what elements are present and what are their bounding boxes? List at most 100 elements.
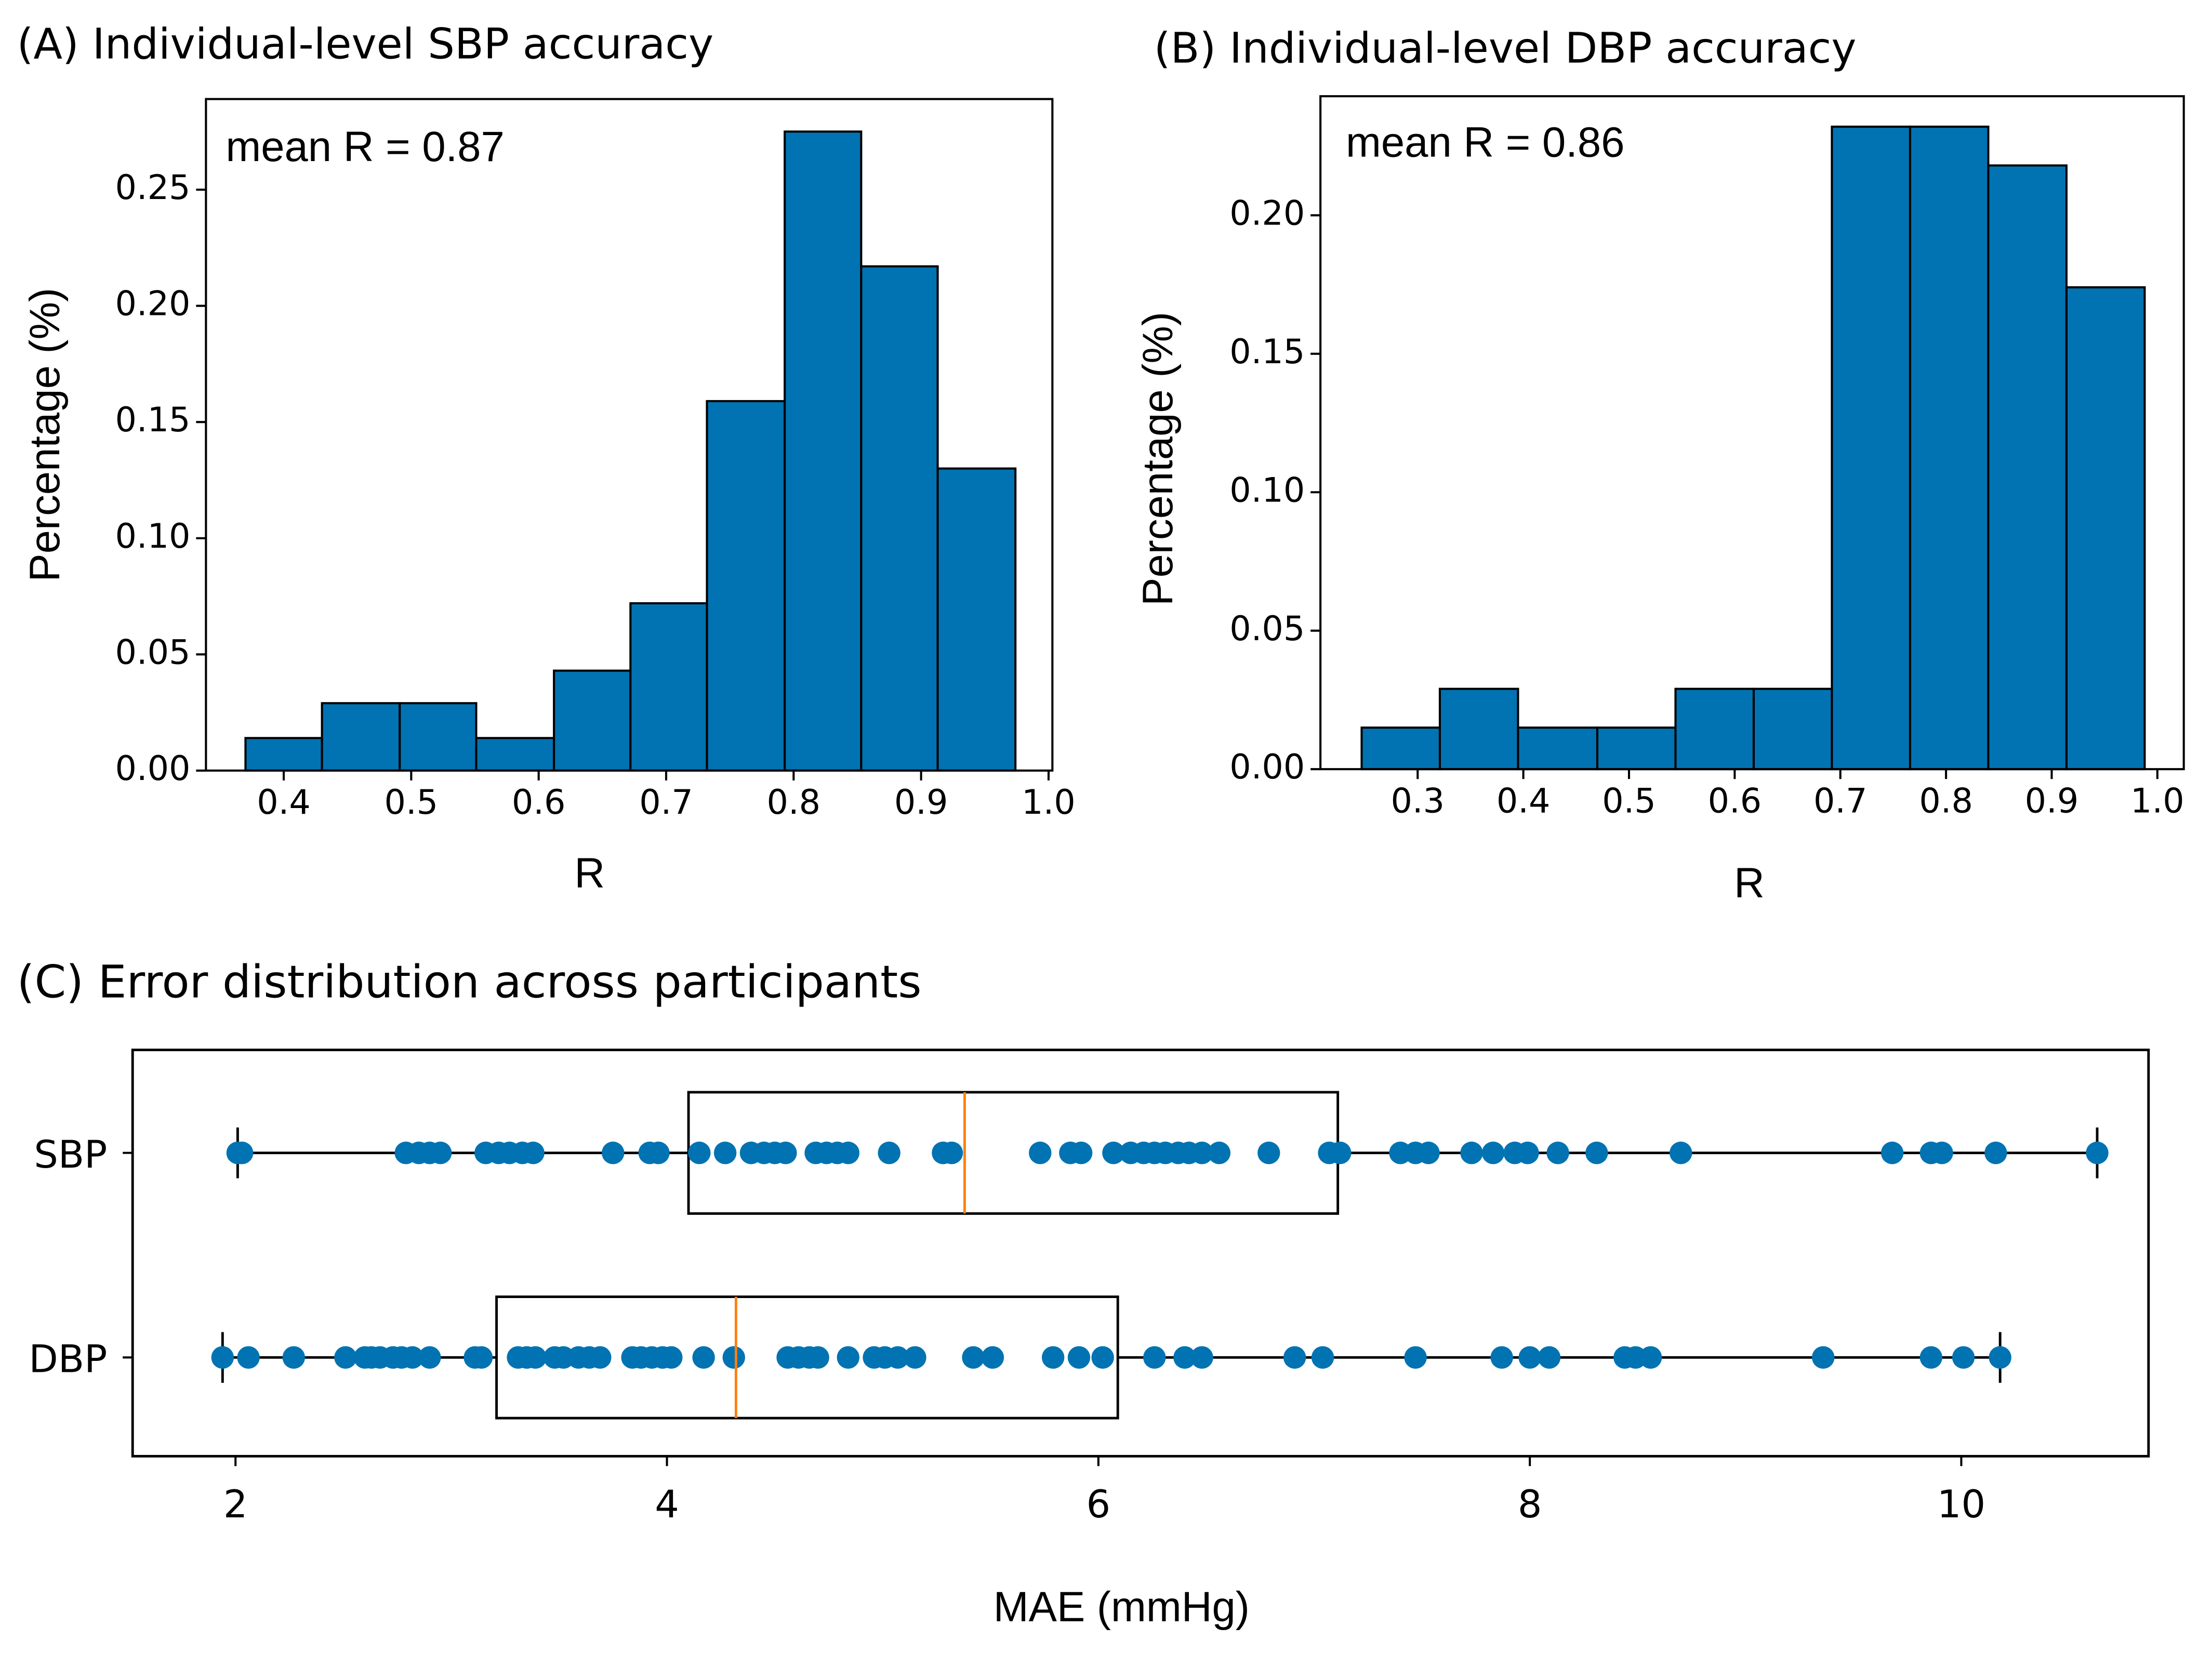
y-tick-label: 0.20 [1229,194,1305,233]
chart-title: (B) Individual-level DBP accuracy [1154,24,1857,73]
data-point [230,1141,254,1165]
x-axis-label: R [574,850,605,897]
data-point [1029,1141,1052,1165]
x-tick-label: 0.9 [894,783,948,822]
y-axis-label: Percentage (%) [1134,312,1182,606]
bar [1752,687,1833,771]
x-tick-label: 0.6 [1708,782,1762,821]
bar [629,602,708,772]
box [495,1295,1119,1420]
annotation: mean R = 0.87 [226,123,504,170]
data-point [1329,1141,1352,1165]
data-point [1041,1346,1065,1369]
data-point [837,1346,859,1369]
x-axis-label: R [1734,859,1765,907]
data-point [692,1346,715,1369]
x-tick-label: 10 [1937,1483,1985,1527]
bar [1517,726,1599,771]
data-point [660,1346,683,1369]
y-axis-label: Percentage (%) [21,288,69,582]
data-point [401,1346,424,1369]
data-point [418,1346,441,1369]
plot-frame [131,1049,2150,1458]
category-label: DBP [29,1337,107,1381]
plot-frame [205,98,1054,772]
x-tick-label: 1.0 [1022,783,1076,822]
plot-frame [1319,95,2185,771]
x-tick-label: 0.6 [512,783,566,822]
x-tick-label: 4 [655,1483,679,1527]
data-point [1812,1346,1835,1369]
data-point [1067,1346,1091,1369]
data-point [1404,1346,1427,1369]
x-tick-label: 0.3 [1390,782,1445,821]
data-point [713,1141,737,1165]
bar [553,669,632,772]
data-point [904,1346,926,1369]
data-point [878,1141,900,1165]
data-point [1639,1346,1662,1369]
bar [321,702,401,772]
category-label: SBP [34,1133,107,1177]
data-point [1490,1346,1513,1369]
bar [1674,687,1755,771]
y-tick-label: 0.05 [115,633,190,672]
y-tick-label: 0.20 [115,285,190,324]
data-point [962,1346,985,1369]
data-point [1283,1346,1306,1369]
data-point [1190,1346,1213,1369]
x-tick-label: 0.9 [2025,782,2079,821]
x-tick-label: 0.5 [1602,782,1656,821]
data-point [334,1346,357,1369]
x-axis-label: MAE (mmHg) [994,1583,1250,1631]
data-point [1173,1346,1196,1369]
data-point [1311,1346,1334,1369]
data-point [1546,1141,1569,1165]
chart-title: (A) Individual-level SBP accuracy [17,20,714,69]
bar [1831,125,1912,771]
data-point [602,1141,625,1165]
data-point [1091,1346,1114,1369]
data-point [429,1141,452,1165]
data-point [1190,1141,1213,1165]
x-tick-label: 0.4 [257,783,311,822]
y-tick-label: 0.10 [1229,471,1305,510]
x-tick-label: 6 [1087,1483,1111,1527]
data-point [1516,1141,1539,1165]
y-tick-label: 0.10 [115,517,190,556]
data-point [524,1346,547,1369]
bar [706,400,786,772]
bar [1987,164,2068,771]
bar [399,702,478,772]
data-point [1880,1141,1904,1165]
bar [2065,286,2146,771]
x-tick-label: 1.0 [2130,782,2184,821]
y-tick-label: 0.00 [115,749,190,788]
data-point [806,1346,829,1369]
data-point [237,1346,260,1369]
y-tick-label: 0.15 [1229,333,1305,372]
bar [784,130,863,772]
x-tick-label: 8 [1518,1483,1542,1527]
data-point [647,1141,670,1165]
y-tick-label: 0.15 [115,401,190,440]
data-point [522,1141,545,1165]
data-point [1143,1346,1166,1369]
data-point [1670,1141,1692,1165]
data-point [1460,1141,1483,1165]
data-point [211,1346,234,1369]
data-point [1952,1346,1975,1369]
data-point [1518,1346,1541,1369]
data-point [1984,1141,2007,1165]
data-point [774,1141,797,1165]
data-point [282,1346,306,1369]
x-tick-label: 0.5 [385,783,439,822]
bar [1909,125,1990,771]
chart-title: (C) Error distribution across participan… [17,956,922,1008]
bar [244,737,323,772]
data-point [1069,1141,1093,1165]
data-point [1417,1141,1440,1165]
data-point [2086,1141,2109,1165]
y-tick-label: 0.00 [1229,748,1305,787]
data-point [589,1346,612,1369]
